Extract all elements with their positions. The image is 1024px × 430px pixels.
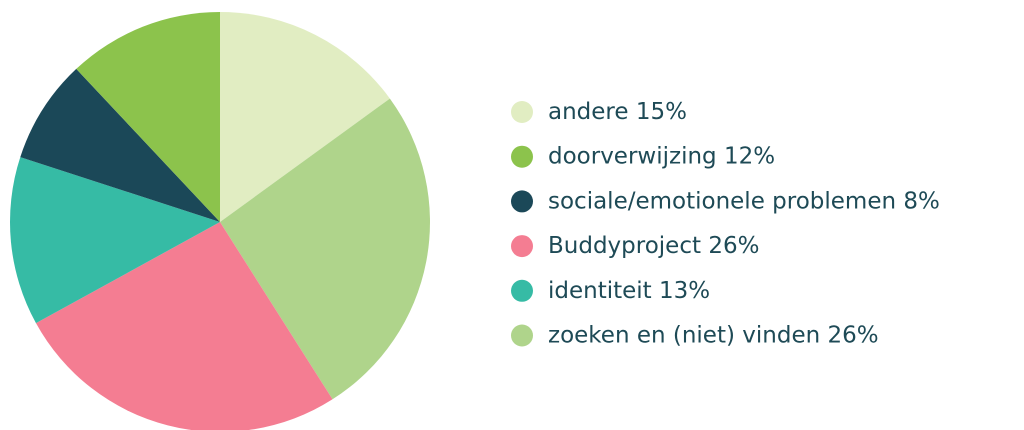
legend-label: doorverwijzing 12% (548, 143, 775, 169)
legend-name: doorverwijzing (548, 143, 717, 169)
legend-swatch (511, 101, 533, 123)
pie-slice (76, 12, 220, 222)
legend-value: 8% (903, 188, 940, 214)
legend-value: 26% (827, 322, 878, 348)
legend-swatch (511, 190, 533, 213)
legend-swatch (511, 279, 533, 302)
legend-swatch (511, 324, 533, 347)
legend-name: sociale/emotionele problemen (548, 188, 896, 214)
legend-name: zoeken en (niet) vinden (548, 322, 820, 348)
pie-slice (220, 98, 430, 400)
legend-swatch (511, 235, 533, 258)
legend-label: zoeken en (niet) vinden 26% (548, 322, 879, 348)
legend-label: identiteit 13% (548, 277, 710, 303)
legend-value: 15% (636, 99, 687, 125)
legend-value: 12% (724, 143, 775, 169)
legend-value: 26% (708, 233, 759, 259)
legend-swatch (511, 145, 533, 168)
pie-slice (10, 157, 221, 324)
legend-label: sociale/emotionele problemen 8% (548, 188, 940, 214)
legend-value: 13% (659, 277, 710, 303)
legend-label: andere 15% (548, 99, 687, 125)
legend-name: Buddyproject (548, 233, 701, 259)
pie-slice (220, 12, 390, 222)
legend-name: identiteit (548, 277, 652, 303)
pie-slice (35, 222, 333, 430)
legend-label: Buddyproject 26% (548, 233, 759, 259)
legend-name: andere (548, 99, 629, 125)
pie-slice (20, 68, 220, 222)
